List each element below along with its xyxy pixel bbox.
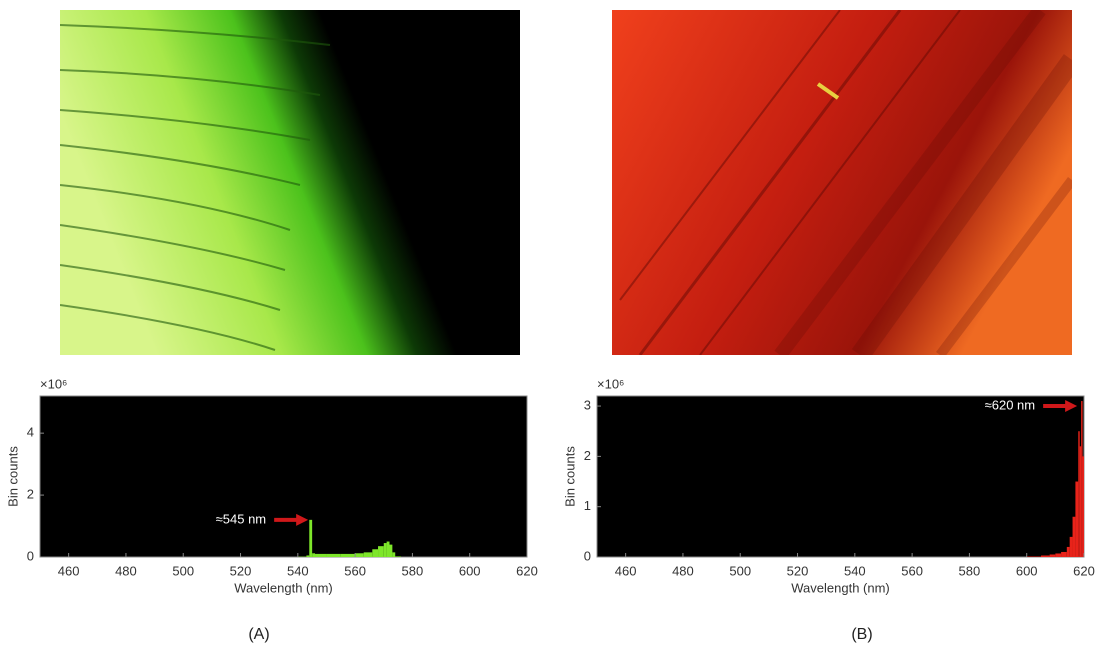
plot-area (596, 395, 1085, 558)
histogram-bar (1079, 446, 1082, 557)
y-axis-label: Bin counts (562, 446, 577, 507)
histogram-bar (1055, 553, 1062, 557)
y-multiplier: ×10⁶ (40, 376, 67, 391)
x-tick-label: 600 (1016, 563, 1038, 578)
x-tick-label: 620 (1073, 563, 1095, 578)
histogram-bar (315, 553, 327, 557)
histogram-bar (1049, 554, 1056, 557)
histogram-bar (355, 553, 364, 557)
histogram-bar (1078, 431, 1080, 557)
x-tick-label: 620 (516, 563, 538, 578)
y-tick-label: 2 (27, 487, 34, 502)
y-tick-label: 1 (584, 498, 591, 513)
annotation-arrowhead (296, 513, 309, 526)
histogram-bar (383, 543, 387, 557)
histogram-bar (395, 556, 401, 557)
histogram-bar (1081, 401, 1083, 557)
histogram-bar (372, 549, 379, 557)
x-tick-label: 500 (729, 563, 751, 578)
histogram-bar (340, 553, 356, 557)
panel-label: (A) (248, 626, 269, 643)
x-tick-label: 460 (615, 563, 637, 578)
x-tick-label: 480 (672, 563, 694, 578)
histogram-bar (378, 546, 384, 557)
annotation: ≈620 nm (985, 397, 1036, 412)
x-tick-label: 520 (230, 563, 252, 578)
x-tick-label: 540 (844, 563, 866, 578)
y-multiplier: ×10⁶ (597, 376, 624, 391)
x-tick-label: 460 (58, 563, 80, 578)
x-tick-label: 480 (115, 563, 137, 578)
y-tick-label: 3 (584, 398, 591, 413)
y-tick-label: 0 (27, 548, 34, 563)
histogram-bar (1072, 516, 1076, 557)
x-tick-label: 600 (459, 563, 481, 578)
plot-area (39, 395, 528, 558)
x-tick-label: 540 (287, 563, 309, 578)
y-tick-label: 2 (584, 448, 591, 463)
histogram-bar (1082, 456, 1084, 557)
x-tick-label: 560 (344, 563, 366, 578)
x-tick-label: 520 (787, 563, 809, 578)
x-tick-label: 580 (959, 563, 981, 578)
annotation: ≈545 nm (216, 511, 267, 526)
histogram-bar (306, 555, 310, 557)
micrograph-a (60, 10, 520, 355)
x-axis-label: Wavelength (nm) (791, 580, 890, 595)
x-axis-label: Wavelength (nm) (234, 580, 333, 595)
histogram-bar (392, 552, 396, 557)
histogram-bar (386, 541, 390, 557)
x-tick-label: 580 (402, 563, 424, 578)
histogram-bar (1066, 546, 1070, 557)
histogram-bar (1069, 536, 1073, 557)
histogram-bar (326, 553, 341, 557)
y-axis-label: Bin counts (5, 446, 20, 507)
annotation-arrowhead (1065, 400, 1078, 412)
histogram-bar (363, 552, 373, 557)
histogram-bar (312, 553, 316, 557)
x-tick-label: 560 (901, 563, 923, 578)
micrograph-b (612, 10, 1072, 355)
panel-label: (B) (851, 626, 872, 643)
y-tick-label: 4 (27, 425, 34, 440)
histogram-bar (309, 519, 313, 557)
x-tick-label: 500 (172, 563, 194, 578)
histogram-bar (1075, 481, 1079, 557)
histogram-bar (389, 544, 393, 557)
histogram-bar (1041, 555, 1050, 557)
y-tick-label: 0 (584, 548, 591, 563)
histogram-bar (1026, 556, 1042, 557)
histogram-bar (1061, 551, 1067, 557)
